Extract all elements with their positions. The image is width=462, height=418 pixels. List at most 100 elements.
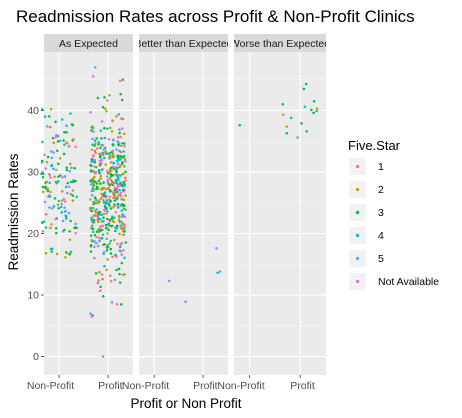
data-point <box>104 163 108 166</box>
legend-item: 1 <box>349 158 384 175</box>
data-point <box>94 151 97 155</box>
data-point <box>41 140 44 144</box>
data-point <box>98 239 101 242</box>
data-point <box>97 179 101 183</box>
data-point <box>60 202 63 206</box>
data-point <box>91 227 95 231</box>
data-point <box>102 219 105 223</box>
data-point <box>116 242 119 246</box>
data-point <box>93 245 96 248</box>
data-point <box>97 199 101 202</box>
legend-label: 3 <box>378 207 384 219</box>
data-point <box>98 217 102 221</box>
data-point <box>92 189 95 192</box>
data-point <box>92 182 95 186</box>
data-point <box>89 170 93 173</box>
data-point <box>122 203 126 207</box>
data-point <box>48 181 51 185</box>
data-point <box>111 255 114 259</box>
data-point <box>106 232 109 235</box>
data-point <box>98 159 102 163</box>
points <box>168 247 222 304</box>
data-point <box>112 167 116 171</box>
data-point <box>89 206 92 210</box>
data-point <box>108 168 111 171</box>
data-point <box>118 165 121 169</box>
data-point <box>40 172 43 176</box>
legend-item: 2 <box>349 181 384 198</box>
data-point <box>106 182 110 185</box>
data-point <box>101 277 104 281</box>
data-point <box>102 252 105 256</box>
facet-strip <box>234 34 326 52</box>
data-point <box>105 268 108 272</box>
data-point <box>40 161 44 164</box>
data-point <box>65 141 68 144</box>
x-tick-label: Non-Profit <box>122 380 169 392</box>
data-point <box>108 154 112 158</box>
data-point <box>60 205 63 209</box>
y-tick-label: 40 <box>27 105 39 117</box>
data-point <box>65 124 68 127</box>
data-point <box>119 250 123 253</box>
data-point <box>49 150 53 153</box>
data-point <box>121 188 125 192</box>
data-point <box>109 178 113 182</box>
data-point <box>184 300 187 304</box>
data-point <box>97 220 100 224</box>
data-point <box>115 196 119 200</box>
data-point <box>121 117 125 121</box>
data-point <box>97 230 101 234</box>
data-point <box>68 162 72 166</box>
data-point <box>43 153 46 157</box>
data-point <box>122 207 126 210</box>
data-point <box>106 217 109 221</box>
data-point <box>121 127 124 130</box>
data-point <box>64 185 68 189</box>
data-point <box>119 203 123 207</box>
data-point <box>91 206 95 210</box>
data-point <box>122 150 125 153</box>
data-point <box>281 113 285 116</box>
data-point <box>99 182 102 185</box>
data-point <box>109 166 113 169</box>
legend-item: 5 <box>349 250 384 267</box>
data-point <box>51 136 55 140</box>
data-point <box>99 152 103 155</box>
data-point <box>44 226 48 229</box>
data-point <box>106 210 109 213</box>
x-axis-title: Profit or Non Profit <box>130 396 241 411</box>
data-point <box>49 190 52 194</box>
data-point <box>63 143 66 146</box>
data-point <box>102 201 106 204</box>
data-point <box>94 211 98 214</box>
data-point <box>115 174 119 177</box>
data-point <box>118 188 121 192</box>
data-point <box>120 225 123 228</box>
data-point <box>53 197 57 200</box>
data-point <box>120 98 124 102</box>
data-point <box>48 173 51 176</box>
data-point <box>97 210 101 214</box>
data-point <box>115 268 118 272</box>
data-point <box>69 219 72 223</box>
data-point <box>117 214 121 218</box>
data-point <box>94 198 98 202</box>
data-point <box>89 312 92 315</box>
data-point <box>54 120 57 124</box>
data-point <box>71 189 75 192</box>
data-point <box>91 187 95 190</box>
data-point <box>51 247 54 250</box>
data-point <box>119 135 122 139</box>
data-point <box>89 110 92 114</box>
data-point <box>103 264 106 268</box>
legend-swatch <box>355 164 360 169</box>
data-point <box>115 148 118 151</box>
data-point <box>97 141 101 144</box>
data-point <box>93 158 97 162</box>
data-point <box>93 165 97 168</box>
data-point <box>66 191 69 195</box>
data-point <box>90 216 93 220</box>
data-point <box>119 181 123 185</box>
data-point <box>124 160 127 163</box>
